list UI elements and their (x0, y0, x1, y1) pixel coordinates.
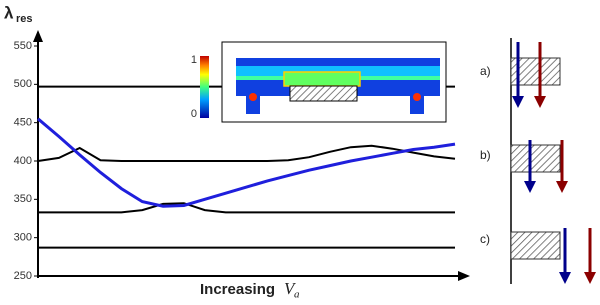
y-tick-label: 500 (14, 78, 32, 90)
y-axis-arrow (33, 30, 43, 42)
arrow-head (512, 96, 524, 108)
y-tick-label: 450 (14, 117, 32, 129)
y-tick-label: 250 (14, 270, 32, 282)
y-tick-label: 550 (14, 40, 32, 52)
inset (200, 41, 447, 123)
panel-label: b) (480, 148, 491, 162)
panel-label: c) (480, 232, 490, 246)
x-label: Increasing (200, 281, 275, 298)
y-tick-label: 400 (14, 155, 32, 167)
colorbar-tick-label: 0 (191, 108, 197, 120)
field-band (236, 66, 440, 76)
arrow-head (524, 181, 536, 193)
arrow-head (559, 272, 571, 284)
y-label-sub: res (16, 13, 33, 25)
series-line (37, 144, 456, 162)
colorbar (200, 56, 209, 118)
arrow-head (584, 272, 596, 284)
panel-label: a) (480, 64, 491, 78)
x-label-sub: a (294, 289, 300, 301)
hotspot (413, 93, 421, 101)
colorbar-tick-label: 1 (191, 54, 197, 66)
x-axis-arrow (458, 271, 470, 281)
hotspot (249, 93, 257, 101)
arrow-head (556, 181, 568, 193)
arrow-head (534, 96, 546, 108)
y-tick-label: 350 (14, 193, 32, 205)
series-line (38, 202, 455, 214)
hatched-block (510, 144, 561, 173)
field-structure (283, 71, 361, 87)
hatched-block (510, 231, 561, 260)
x-label-var: V (284, 279, 297, 298)
hatched-block (289, 85, 358, 102)
y-tick-label: 300 (14, 232, 32, 244)
series-line (37, 117, 456, 208)
y-label: λ (4, 3, 14, 22)
